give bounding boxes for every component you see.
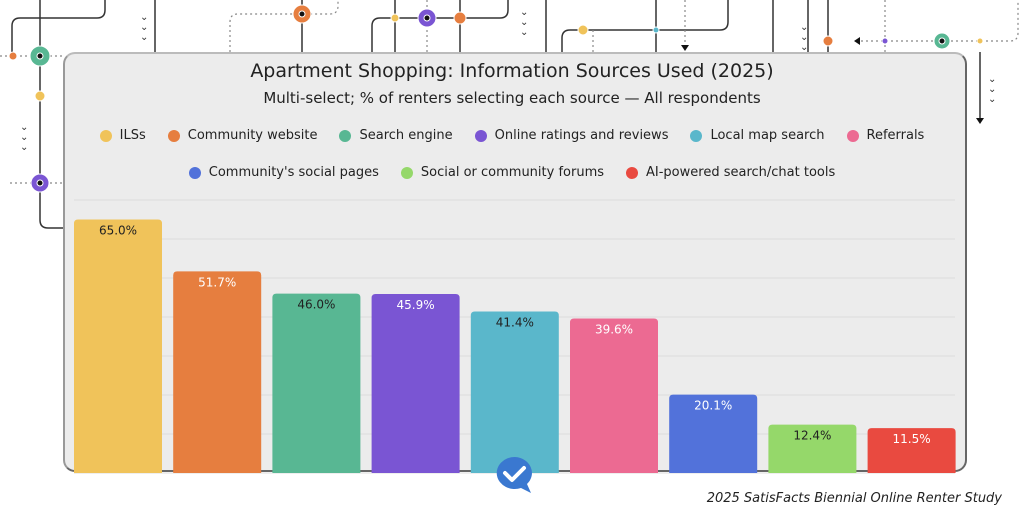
legend-label: Referrals bbox=[866, 128, 925, 143]
legend-label: Online ratings and reviews bbox=[494, 128, 669, 143]
data-label: 46.0% bbox=[297, 298, 335, 312]
bar bbox=[768, 424, 857, 473]
svg-text:⌄: ⌄ bbox=[140, 22, 148, 33]
chart-subtitle: Multi-select; % of renters selecting eac… bbox=[263, 89, 761, 107]
svg-text:⌄: ⌄ bbox=[988, 74, 996, 85]
legend-swatch bbox=[167, 129, 180, 142]
data-label: 39.6% bbox=[595, 323, 633, 337]
legend-label: Local map search bbox=[710, 128, 825, 143]
legend-swatch bbox=[626, 166, 639, 179]
checkmark-chat-icon bbox=[496, 456, 532, 493]
svg-text:⌄: ⌄ bbox=[20, 132, 28, 143]
legend-swatch bbox=[188, 166, 201, 179]
bar bbox=[272, 293, 361, 473]
svg-text:⌄: ⌄ bbox=[800, 42, 808, 53]
svg-text:⌄: ⌄ bbox=[520, 27, 528, 38]
svg-text:⌄: ⌄ bbox=[140, 12, 148, 23]
data-label: 11.5% bbox=[893, 432, 931, 446]
bar bbox=[669, 394, 758, 473]
data-label: 12.4% bbox=[793, 429, 831, 443]
legend-item: Online ratings and reviews bbox=[474, 128, 669, 143]
data-label: 45.9% bbox=[397, 298, 435, 312]
legend-swatch bbox=[400, 166, 413, 179]
legend-label: Search engine bbox=[359, 128, 453, 143]
legend-item: Local map search bbox=[690, 128, 825, 143]
legend-label: ILSs bbox=[119, 128, 146, 143]
bar bbox=[371, 293, 460, 473]
bar bbox=[74, 219, 162, 473]
legend-label: Social or community forums bbox=[420, 165, 605, 180]
source-note: 2025 SatisFacts Biennial Online Renter S… bbox=[706, 491, 1002, 506]
svg-text:⌄: ⌄ bbox=[988, 84, 996, 95]
legend-item: Community's social pages bbox=[188, 165, 379, 180]
svg-text:⌄: ⌄ bbox=[20, 122, 28, 133]
bar bbox=[173, 271, 262, 473]
bar bbox=[867, 428, 956, 473]
svg-text:⌄: ⌄ bbox=[800, 32, 808, 43]
data-label: 65.0% bbox=[99, 224, 137, 238]
svg-text:⌄: ⌄ bbox=[800, 22, 808, 33]
legend-swatch bbox=[339, 129, 352, 142]
legend-swatch bbox=[99, 129, 112, 142]
legend-item: Social or community forums bbox=[400, 165, 605, 180]
legend-item: Referrals bbox=[846, 128, 925, 143]
legend-item: AI-powered search/chat tools bbox=[626, 165, 835, 180]
svg-text:⌄: ⌄ bbox=[20, 142, 28, 153]
legend-swatch bbox=[846, 129, 859, 142]
legend-label: Community's social pages bbox=[208, 165, 379, 180]
legend-item: ILSs bbox=[99, 128, 146, 143]
legend-label: AI-powered search/chat tools bbox=[646, 165, 836, 180]
legend-row-2: Community's social pages Social or commun… bbox=[0, 165, 1024, 180]
legend-item: Search engine bbox=[339, 128, 453, 143]
legend-swatch bbox=[690, 129, 703, 142]
bar bbox=[570, 318, 658, 473]
legend-label: Community website bbox=[187, 128, 318, 143]
data-label: 51.7% bbox=[198, 275, 236, 289]
data-label: 20.1% bbox=[694, 399, 732, 413]
chart-title: Apartment Shopping: Information Sources … bbox=[250, 60, 774, 82]
legend-swatch bbox=[474, 129, 487, 142]
svg-text:⌄: ⌄ bbox=[988, 94, 996, 105]
data-label: 41.4% bbox=[496, 316, 534, 330]
bar bbox=[470, 311, 559, 473]
svg-text:⌄: ⌄ bbox=[520, 17, 528, 28]
legend-row-1: ILSs Community website Search engine Online… bbox=[0, 128, 1024, 143]
svg-text:⌄: ⌄ bbox=[140, 32, 148, 43]
legend-item: Community website bbox=[167, 128, 318, 143]
svg-text:⌄: ⌄ bbox=[520, 7, 528, 18]
